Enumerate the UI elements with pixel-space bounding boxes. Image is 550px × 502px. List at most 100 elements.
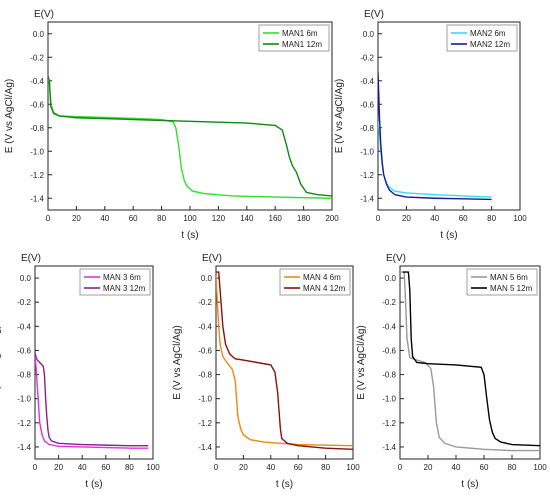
- y-tick-label: -1.4: [30, 194, 44, 203]
- series-line-man1-6m: [48, 78, 332, 199]
- legend: MAN 4 6m MAN 4 12m: [279, 268, 351, 296]
- x-tick-label: 200: [325, 214, 339, 223]
- axis-title: E(V): [34, 9, 54, 20]
- series-line-man1-12m: [48, 75, 332, 197]
- y-tick-label: -0.6: [382, 346, 396, 355]
- legend-label: MAN 3 6m: [103, 273, 141, 282]
- y-tick-label: -0.2: [198, 298, 212, 307]
- x-tick-label: 160: [269, 214, 283, 223]
- y-tick-label: -1.2: [30, 171, 44, 180]
- series-line-man2-6m: [378, 121, 492, 198]
- legend-label: MAN1 12m: [282, 40, 322, 49]
- legend-label: MAN 4 6m: [303, 273, 341, 282]
- x-tick-label: 0: [214, 463, 219, 472]
- y-axis-label: E (V vs AgCl/Ag): [0, 325, 2, 399]
- y-tick-label: 0.0: [385, 274, 397, 283]
- x-tick-label: 60: [294, 463, 303, 472]
- plot-frame: [377, 21, 521, 211]
- legend-label: MAN 5 12m: [490, 284, 533, 293]
- x-tick-label: 100: [513, 214, 527, 223]
- x-axis-label: t (s): [85, 479, 102, 490]
- series-line-man-5-12m: [402, 271, 540, 447]
- x-tick-label: 40: [430, 214, 439, 223]
- series-line-man-3-12m: [35, 352, 149, 447]
- y-tick-label: -0.4: [30, 77, 44, 86]
- legend-box: [258, 24, 330, 52]
- legend: MAN2 6m MAN2 12m: [446, 24, 518, 52]
- x-tick-label: 40: [452, 463, 461, 472]
- chart-man5: E(V) 0.0 -0.2 -0.4 -0.6 -0.8 -1.0 -1.2 -1.4 0 20 40…: [356, 253, 547, 490]
- y-tick-label: -0.2: [30, 53, 44, 62]
- x-tick-label: 80: [487, 214, 496, 223]
- y-tick-label: -1.2: [382, 419, 396, 428]
- series-line-man-4-6m: [216, 275, 353, 447]
- y-axis-label: E (V vs AgCl/Ag): [172, 325, 183, 399]
- y-tick-label: -0.6: [17, 346, 31, 355]
- x-tick-label: 60: [129, 214, 138, 223]
- x-tick-label: 60: [459, 214, 468, 223]
- y-tick-label: -0.8: [198, 371, 212, 380]
- y-axis-label: E (V vs AgCl/Ag): [356, 325, 367, 399]
- y-tick-label: -1.4: [360, 194, 374, 203]
- legend-label: MAN2 12m: [470, 40, 510, 49]
- legend: MAN 5 6m MAN 5 12m: [466, 268, 538, 296]
- x-axis-label: t (s): [276, 479, 293, 490]
- legend: MAN 3 6m MAN 3 12m: [79, 268, 151, 296]
- legend-box: [446, 24, 518, 52]
- y-tick-label: -0.2: [360, 53, 374, 62]
- y-tick-label: 0.0: [33, 30, 45, 39]
- x-tick-label: 20: [54, 463, 63, 472]
- x-tick-label: 140: [240, 214, 254, 223]
- legend-label: MAN1 6m: [282, 29, 318, 38]
- y-tick-label: -0.4: [360, 77, 374, 86]
- x-axis-label: t (s): [461, 479, 478, 490]
- x-tick-label: 0: [398, 463, 403, 472]
- y-tick-label: -1.0: [382, 395, 396, 404]
- y-tick-label: -1.0: [30, 147, 44, 156]
- y-tick-label: -0.6: [360, 100, 374, 109]
- x-tick-label: 80: [157, 214, 166, 223]
- y-tick-label: 0.0: [201, 274, 213, 283]
- y-tick-label: -0.6: [198, 346, 212, 355]
- y-tick-label: -1.2: [360, 171, 374, 180]
- plot-frame: [399, 265, 541, 460]
- y-tick-label: -0.4: [17, 322, 31, 331]
- axis-title: E(V): [202, 253, 222, 264]
- y-tick-label: 0.0: [20, 274, 32, 283]
- x-tick-label: 0: [33, 463, 38, 472]
- x-tick-label: 0: [376, 214, 381, 223]
- x-tick-label: 60: [101, 463, 110, 472]
- legend-label: MAN 4 12m: [303, 284, 346, 293]
- y-tick-label: -0.2: [17, 298, 31, 307]
- y-tick-label: -0.8: [382, 371, 396, 380]
- legend-box: [466, 268, 538, 296]
- x-tick-label: 120: [212, 214, 226, 223]
- series-line-man2-12m: [378, 72, 492, 201]
- x-tick-label: 0: [46, 214, 51, 223]
- series-line-man-4-12m: [216, 271, 353, 451]
- x-tick-label: 100: [183, 214, 197, 223]
- y-tick-label: -1.2: [17, 419, 31, 428]
- legend-label: MAN 3 12m: [103, 284, 146, 293]
- x-tick-label: 20: [402, 214, 411, 223]
- x-tick-label: 100: [146, 463, 160, 472]
- y-tick-label: -0.2: [382, 298, 396, 307]
- x-tick-label: 40: [100, 214, 109, 223]
- series-line-man-5-6m: [400, 271, 540, 452]
- x-axis-label: t (s): [440, 230, 457, 241]
- legend-box: [79, 268, 151, 296]
- x-tick-label: 60: [480, 463, 489, 472]
- y-tick-label: -0.6: [30, 100, 44, 109]
- y-tick-label: -0.4: [198, 322, 212, 331]
- x-tick-label: 20: [72, 214, 81, 223]
- y-tick-label: -0.8: [30, 124, 44, 133]
- series-line-man-3-6m: [35, 356, 149, 449]
- x-tick-label: 80: [321, 463, 330, 472]
- chart-man3: E(V) 0.0 -0.2 -0.4 -0.6 -0.8 -1.0 -1.2 -1.4 0 20 40…: [0, 253, 160, 490]
- chart-man1: E(V) 0.0 -0.2 -0.4 -0.6 -0.8 -1.0 -1.2 -1.4 0 20 40…: [4, 9, 339, 241]
- axis-title: E(V): [21, 253, 41, 264]
- y-tick-label: -1.0: [17, 395, 31, 404]
- y-axis-label: E (V vs AgCl/Ag): [4, 79, 15, 153]
- chart-man2: E(V) 0.0 -0.2 -0.4 -0.6 -0.8 -1.0 -1.2 -1.4 0 20 40…: [334, 9, 527, 241]
